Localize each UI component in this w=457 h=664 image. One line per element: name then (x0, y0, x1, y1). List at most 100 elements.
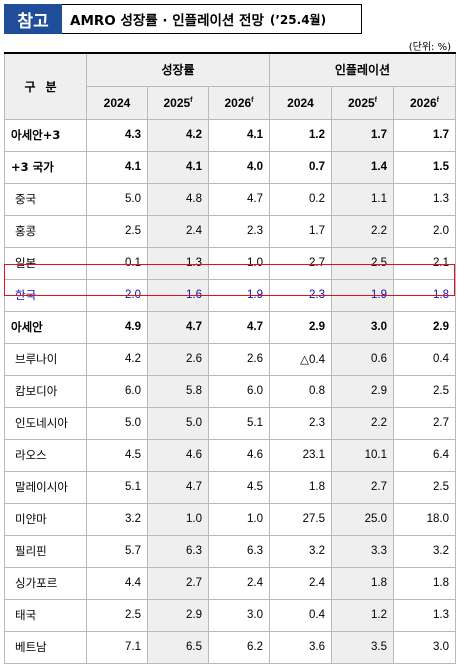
reference-tag: 참고 (4, 4, 62, 34)
table-row: 말레이시아 5.1 4.7 4.5 1.8 2.7 2.5 (4, 470, 456, 504)
table-row: 미얀마 3.2 1.0 1.0 27.5 25.0 18.0 (4, 502, 456, 536)
value-cell: 0.2 (269, 182, 332, 216)
value-cell: 4.2 (86, 342, 148, 376)
unit-label: (단위: %) (408, 42, 451, 53)
value-cell: 2.5 (86, 214, 148, 248)
value-cell: 1.0 (147, 502, 209, 536)
value-cell: 5.1 (208, 406, 270, 440)
value-cell: 7.1 (86, 630, 148, 664)
value-cell: 1.8 (393, 278, 456, 312)
value-cell: 6.3 (147, 534, 209, 568)
title-box: AMRO 성장률 · 인플레이션 전망 (’25.4월) (62, 4, 362, 34)
year-label: 2025 (163, 95, 191, 110)
value-cell: 0.7 (269, 150, 332, 184)
growth-group-header: 성장률 (86, 52, 270, 87)
value-cell: 6.0 (86, 374, 148, 408)
value-cell: 2.4 (208, 566, 270, 600)
value-cell: 2.6 (147, 342, 209, 376)
value-cell: 3.0 (331, 310, 394, 344)
value-cell: 1.0 (208, 502, 270, 536)
value-cell: 2.5 (86, 598, 148, 632)
year-header: 2024 (86, 85, 148, 120)
value-cell: 4.4 (86, 566, 148, 600)
value-cell: 23.1 (269, 438, 332, 472)
table-row: 아세안 4.9 4.7 4.7 2.9 3.0 2.9 (4, 310, 456, 344)
table-row: 싱가포르 4.4 2.7 2.4 2.4 1.8 1.8 (4, 566, 456, 600)
corner-header: 구분 (4, 52, 87, 120)
row-label: 한국 (4, 278, 87, 312)
value-cell: 2.3 (269, 406, 332, 440)
value-cell: 4.1 (147, 150, 209, 184)
value-cell: 2.2 (331, 406, 394, 440)
value-cell: 6.0 (208, 374, 270, 408)
value-cell: 3.2 (393, 534, 456, 568)
value-cell: 4.2 (147, 118, 209, 152)
table-row: 베트남 7.1 6.5 6.2 3.6 3.5 3.0 (4, 630, 456, 664)
value-cell: 4.1 (208, 118, 270, 152)
value-cell: 4.7 (147, 310, 209, 344)
forecast-mark: f (190, 96, 193, 104)
value-cell: 4.9 (86, 310, 148, 344)
value-cell: 5.7 (86, 534, 148, 568)
value-cell: 2.9 (331, 374, 394, 408)
value-cell: 1.0 (208, 246, 270, 280)
year-header: 2025f (331, 85, 394, 120)
value-cell: 2.7 (331, 470, 394, 504)
forecast-mark: f (374, 96, 378, 104)
table-row: 아세안+3 4.3 4.2 4.1 1.2 1.7 1.7 (4, 118, 456, 152)
value-cell: 1.4 (331, 150, 394, 184)
title-bar: 참고 AMRO 성장률 · 인플레이션 전망 (’25.4월) (4, 4, 362, 34)
value-cell: 3.3 (331, 534, 394, 568)
value-cell: 2.2 (331, 214, 394, 248)
value-cell: 4.6 (147, 438, 209, 472)
row-label: 일본 (4, 246, 87, 280)
year-header: 2026f (208, 85, 270, 120)
table-row: 인도네시아 5.0 5.0 5.1 2.3 2.2 2.7 (4, 406, 456, 440)
value-cell: 1.3 (393, 598, 456, 632)
value-cell: 4.8 (147, 182, 209, 216)
forecast-mark: f (251, 96, 254, 104)
value-cell: 4.5 (208, 470, 270, 504)
table-row: 일본 0.1 1.3 1.0 2.7 2.5 2.1 (4, 246, 456, 280)
value-cell: 6.3 (208, 534, 270, 568)
value-cell: 2.0 (86, 278, 148, 312)
value-cell: 10.1 (331, 438, 394, 472)
value-cell: 4.5 (86, 438, 148, 472)
row-label: 라오스 (4, 438, 87, 472)
forecast-table: 구분 성장률 인플레이션 2024 2025f 2026f 2024 2025f 2026… (4, 52, 456, 664)
value-cell: 5.8 (147, 374, 209, 408)
value-cell: 2.9 (393, 310, 456, 344)
year-header: 2025f (147, 85, 209, 120)
value-cell: 1.1 (331, 182, 394, 216)
value-cell: 1.3 (393, 182, 456, 216)
value-cell: 0.4 (269, 598, 332, 632)
value-cell: 1.8 (393, 566, 456, 600)
inflation-group-header: 인플레이션 (269, 52, 456, 87)
value-cell: 2.6 (208, 342, 270, 376)
row-label: 중국 (4, 182, 87, 216)
value-cell: 3.5 (331, 630, 394, 664)
value-cell: 4.7 (208, 182, 270, 216)
page-title: AMRO 성장률 · 인플레이션 전망 (70, 13, 264, 29)
table-row: 필리핀 5.7 6.3 6.3 3.2 3.3 3.2 (4, 534, 456, 568)
value-cell: 1.5 (393, 150, 456, 184)
row-label: 말레이시아 (4, 470, 87, 504)
value-cell: 2.4 (269, 566, 332, 600)
value-cell: 3.0 (393, 630, 456, 664)
value-cell: 2.7 (393, 406, 456, 440)
value-cell: 0.4 (393, 342, 456, 376)
row-label: 아세안+3 (4, 118, 87, 152)
year-label: 2025 (347, 95, 375, 110)
value-cell: 1.8 (269, 470, 332, 504)
value-cell: 0.1 (86, 246, 148, 280)
value-cell: 1.7 (393, 118, 456, 152)
value-cell: 6.2 (208, 630, 270, 664)
value-cell: 2.9 (147, 598, 209, 632)
year-header: 2026f (393, 85, 456, 120)
value-cell: 5.0 (147, 406, 209, 440)
row-label: 인도네시아 (4, 406, 87, 440)
table-row: 태국 2.5 2.9 3.0 0.4 1.2 1.3 (4, 598, 456, 632)
row-label: 캄보디아 (4, 374, 87, 408)
table-row: 라오스 4.5 4.6 4.6 23.1 10.1 6.4 (4, 438, 456, 472)
row-label: 홍콩 (4, 214, 87, 248)
